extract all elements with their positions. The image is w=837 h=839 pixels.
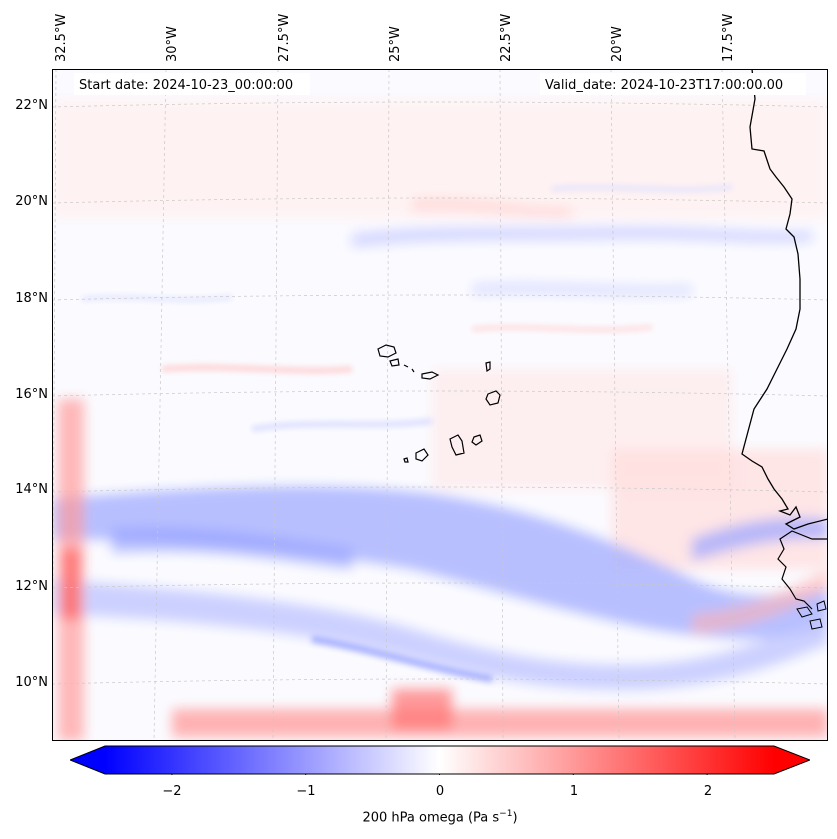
- map-panel: [52, 69, 828, 741]
- lat-label-10n: 10°N: [15, 675, 48, 690]
- lon-label-27-5w: 27.5°W: [277, 13, 292, 62]
- lat-label-18n: 18°N: [15, 291, 48, 306]
- cape-verde-islands: [377, 344, 501, 463]
- omega-streaks: [81, 184, 733, 683]
- colorbar-tick-neg1: −1: [296, 784, 316, 799]
- colorbar-gradient: [105, 746, 774, 774]
- colorbar: [70, 745, 810, 775]
- lat-label-22n: 22°N: [15, 98, 48, 113]
- lat-label-12n: 12°N: [15, 579, 48, 594]
- bissagos-islands: [796, 600, 827, 630]
- valid-date-box: [540, 73, 806, 95]
- coastline-south: [777, 530, 828, 610]
- colorbar-label: 200 hPa omega (Pa s−1): [0, 809, 837, 825]
- colorbar-tick-1: 1: [569, 784, 579, 799]
- lon-label-32-5w: 32.5°W: [54, 13, 69, 62]
- start-date-label: Start date: 2024-10-23_00:00:00: [79, 78, 294, 93]
- colorbar-extend-high: [774, 746, 810, 774]
- colorbar-tick-2: 2: [703, 784, 713, 799]
- graticule: [52, 69, 828, 741]
- lon-label-22-5w: 22.5°W: [499, 13, 514, 62]
- lon-label-30w: 30°W: [165, 26, 180, 62]
- colorbar-tick-neg2: −2: [162, 784, 182, 799]
- colorbar-extend-low: [70, 746, 105, 774]
- lat-label-16n: 16°N: [15, 387, 48, 402]
- lat-label-20n: 20°N: [15, 194, 48, 209]
- colorbar-tick-0: 0: [435, 784, 445, 799]
- colorbar-label-exponent: −1: [499, 809, 513, 819]
- colorbar-label-text: 200 hPa omega (Pa s: [362, 810, 500, 826]
- omega-field: [52, 99, 828, 741]
- start-date-box: [74, 73, 310, 95]
- lon-label-17-5w: 17.5°W: [721, 13, 736, 62]
- african-coastline: [741, 69, 828, 530]
- lon-label-25w: 25°W: [388, 26, 403, 62]
- lon-label-20w: 20°W: [610, 26, 625, 62]
- valid-date-label: Valid_date: 2024-10-23T17:00:00.00: [545, 78, 784, 93]
- colorbar-label-close: ): [512, 810, 518, 826]
- lat-label-14n: 14°N: [15, 482, 48, 497]
